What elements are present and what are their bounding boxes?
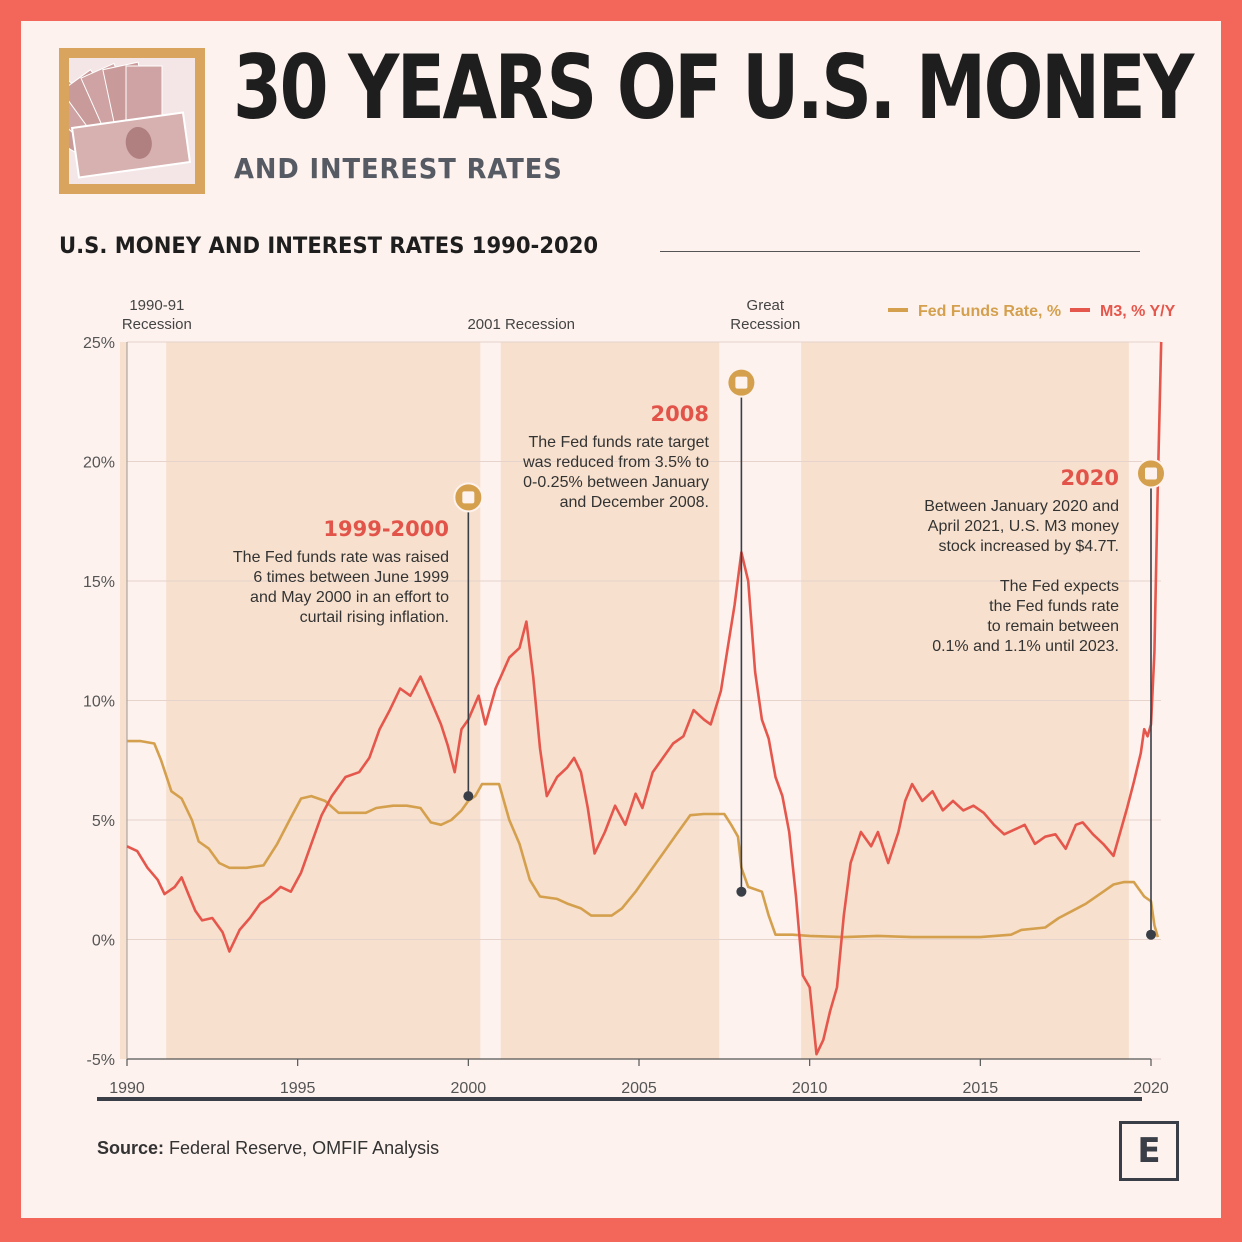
source-label: Source: <box>97 1138 165 1158</box>
shaded-period-edge <box>120 342 127 1059</box>
source-note: Source: Federal Reserve, OMFIF Analysis <box>97 1138 439 1159</box>
annotation-line-0: curtail rising inflation. <box>300 609 449 626</box>
marker-dot-0 <box>463 791 474 802</box>
annotation-line-1: 0-0.25% between January <box>523 474 709 491</box>
annotation-line-1: was reduced from 3.5% to <box>522 454 709 471</box>
recession-label-0: Recession <box>122 316 192 333</box>
y-tick-label: 15% <box>83 574 115 591</box>
legend-label-1: M3, % Y/Y <box>1100 303 1176 320</box>
source-text: Federal Reserve, OMFIF Analysis <box>169 1138 440 1158</box>
annotations: 1999-2000 The Fed funds rate was raised 6 … <box>233 402 1119 655</box>
annotation-line-2: The Fed expects <box>1000 578 1119 595</box>
x-tick-label: 2010 <box>792 1080 828 1097</box>
legend: Fed Funds Rate, % M3, % Y/Y <box>888 303 1176 320</box>
chart-title: U.S. MONEY AND INTEREST RATES 1990-2020 <box>59 234 599 259</box>
annotation-line-2: the Fed funds rate <box>989 598 1119 615</box>
fed-funds-line <box>127 739 1160 939</box>
y-tick-label: 10% <box>83 694 115 711</box>
x-tick-label: 2005 <box>621 1080 657 1097</box>
x-tick-label: 1990 <box>109 1080 145 1097</box>
series-lines <box>126 341 1163 1056</box>
chart-title-rule <box>660 251 1140 252</box>
annotation-head-1: 2008 <box>651 402 709 426</box>
legend-label-0: Fed Funds Rate, % <box>918 303 1061 320</box>
y-tick-label: 0% <box>92 933 115 950</box>
page-subtitle: AND INTEREST RATES <box>234 152 563 185</box>
recession-label-1: 2001 Recession <box>467 316 575 333</box>
y-tick-label: 20% <box>83 455 115 472</box>
marker-icon-glyph-1 <box>735 376 748 389</box>
header-logo <box>59 48 205 194</box>
marker-dot-1 <box>736 886 747 897</box>
annotation-head-2: 2020 <box>1061 466 1119 490</box>
annotation-line-1: The Fed funds rate target <box>528 434 709 451</box>
marker-icon-glyph-2 <box>1145 467 1157 480</box>
annotation-line-0: and May 2000 in an effort to <box>250 589 449 606</box>
annotation-line-2: to remain between <box>987 618 1119 635</box>
marker-dot-2 <box>1146 929 1156 940</box>
y-tick-label: -5% <box>87 1052 115 1069</box>
y-tick-label: 25% <box>83 335 115 352</box>
recession-label-0: 1990-91 <box>129 297 184 314</box>
recession-label-2: Recession <box>730 316 800 333</box>
recession-label-2: Great <box>747 297 785 314</box>
x-tick-label: 2015 <box>963 1080 999 1097</box>
annotation-markers <box>453 367 1166 940</box>
x-tick-label: 1995 <box>280 1080 316 1097</box>
x-tick-label: 2000 <box>451 1080 487 1097</box>
annotation-line-2: 0.1% and 1.1% until 2023. <box>932 638 1119 655</box>
annotation-line-0: 6 times between June 1999 <box>253 569 449 586</box>
annotation-head-0: 1999-2000 <box>323 517 449 541</box>
money-bills-icon <box>69 58 195 184</box>
x-tick-label: 2020 <box>1133 1080 1169 1097</box>
annotation-line-0: The Fed funds rate was raised <box>233 549 449 566</box>
annotation-line-2: Between January 2020 and <box>924 498 1119 515</box>
annotation-line-2: April 2021, U.S. M3 money <box>928 518 1119 535</box>
marker-icon-glyph-0 <box>462 491 475 504</box>
recession-labels: 1990-91 Recession 2001 Recession Great Reces… <box>122 297 800 333</box>
page-title: 30 YEARS OF U.S. MONEY <box>233 36 1194 139</box>
axes: 25% 20% 15% 10% 5% 0% -5% 1990 1995 2000 2005 2010 2… <box>83 335 1169 1097</box>
brand-logo: E <box>1119 1121 1179 1181</box>
annotation-line-2: stock increased by $4.7T. <box>938 538 1119 555</box>
y-tick-label: 5% <box>92 813 115 830</box>
bottom-rule <box>97 1097 1142 1101</box>
annotation-line-1: and December 2008. <box>560 494 709 511</box>
m3-line <box>126 341 1163 1056</box>
